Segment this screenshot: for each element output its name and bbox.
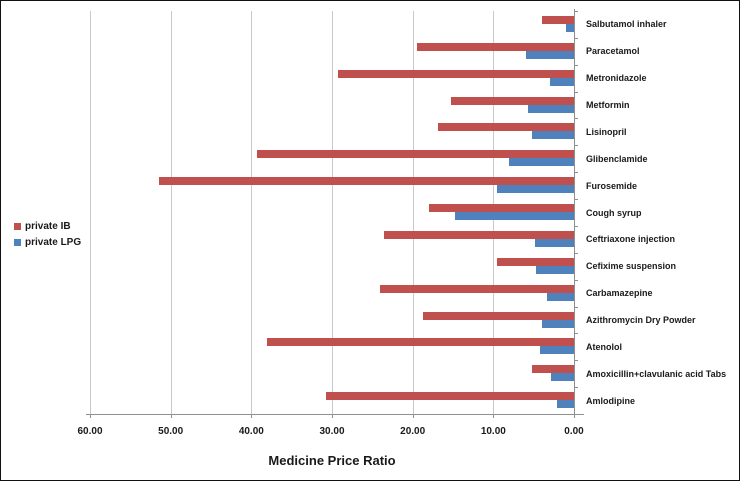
category-label: Salbutamol inhaler bbox=[586, 19, 667, 30]
x-axis-tick-label: 60.00 bbox=[77, 426, 103, 437]
bar-private-ib bbox=[541, 16, 574, 24]
category-label: Cough syrup bbox=[586, 207, 642, 218]
x-axis-title: Medicine Price Ratio bbox=[268, 453, 396, 468]
bar-private-ib bbox=[267, 338, 574, 347]
bar-private-lpg bbox=[565, 24, 574, 32]
bar-private-lpg bbox=[557, 400, 574, 409]
x-axis-tick-label: 0.00 bbox=[564, 426, 584, 437]
x-axis-tick bbox=[412, 414, 414, 418]
x-axis-tick bbox=[170, 414, 172, 418]
category-label: Ceftriaxone injection bbox=[586, 234, 676, 245]
category-axis-tick bbox=[574, 252, 578, 254]
category-label: Atenolol bbox=[586, 341, 622, 352]
bar-private-lpg bbox=[535, 238, 574, 247]
x-axis-tick-label: 10.00 bbox=[480, 426, 506, 437]
bar-private-ib bbox=[337, 69, 574, 78]
bar-private-ib bbox=[256, 150, 574, 159]
category-label: Lisinopril bbox=[586, 126, 627, 137]
category-axis-tick bbox=[574, 64, 578, 66]
bar-private-lpg bbox=[541, 319, 574, 328]
x-axis-tick bbox=[574, 414, 575, 418]
bar-private-lpg bbox=[528, 104, 574, 113]
bar-private-ib bbox=[158, 177, 574, 186]
bar-private-ib bbox=[532, 365, 574, 374]
x-axis-tick bbox=[493, 414, 495, 418]
category-axis-tick bbox=[574, 199, 578, 201]
x-axis-tick bbox=[90, 414, 91, 418]
bar-private-lpg bbox=[549, 77, 574, 86]
x-axis-tick-label: 20.00 bbox=[400, 426, 426, 437]
category-label: Glibenclamide bbox=[586, 153, 648, 164]
category-label: Azithromycin Dry Powder bbox=[586, 314, 696, 325]
x-axis-tick bbox=[251, 414, 253, 418]
x-axis-line bbox=[86, 414, 584, 415]
category-axis-tick bbox=[574, 333, 578, 335]
category-label: Furosemide bbox=[586, 180, 638, 191]
private-lpg-swatch-icon bbox=[14, 239, 21, 246]
category-label: Carbamazepine bbox=[586, 288, 653, 299]
category-axis-tick bbox=[574, 172, 578, 174]
category-axis-line bbox=[574, 9, 575, 414]
gridline-60 bbox=[90, 11, 91, 414]
bar-private-lpg bbox=[525, 50, 574, 59]
gridline-40 bbox=[251, 11, 253, 414]
bar-private-ib bbox=[416, 42, 574, 51]
category-label: Metronidazole bbox=[586, 73, 647, 84]
category-label: Amoxicillin+clavulanic acid Tabs bbox=[586, 368, 727, 379]
category-axis-tick bbox=[574, 360, 578, 362]
legend-item-private-lpg: private LPG bbox=[14, 237, 81, 248]
bar-private-lpg bbox=[454, 212, 574, 221]
bar-private-lpg bbox=[536, 265, 574, 274]
category-label: Metformin bbox=[586, 100, 630, 111]
bar-private-lpg bbox=[497, 185, 574, 194]
category-label: Paracetamol bbox=[586, 46, 640, 57]
bar-private-ib bbox=[428, 204, 574, 213]
bar-private-ib bbox=[383, 230, 574, 239]
bar-private-ib bbox=[380, 284, 574, 293]
bar-private-lpg bbox=[551, 373, 574, 382]
legend: private IB private LPG bbox=[14, 221, 81, 253]
legend-label-private-ib: private IB bbox=[25, 221, 71, 232]
gridline-50 bbox=[170, 11, 172, 414]
category-label: Amlodipine bbox=[586, 395, 635, 406]
category-axis-tick bbox=[574, 387, 578, 389]
category-axis-tick bbox=[574, 414, 578, 415]
category-axis-tick bbox=[574, 145, 578, 147]
bar-private-ib bbox=[423, 311, 574, 320]
gridline-20 bbox=[412, 11, 414, 414]
x-axis-tick-label: 50.00 bbox=[158, 426, 184, 437]
x-axis-tick-label: 30.00 bbox=[319, 426, 345, 437]
legend-label-private-lpg: private LPG bbox=[25, 237, 82, 248]
x-axis-tick bbox=[332, 414, 333, 418]
category-axis-tick bbox=[574, 225, 578, 227]
legend-item-private-ib: private IB bbox=[14, 221, 81, 232]
x-axis-tick-label: 40.00 bbox=[238, 426, 264, 437]
bar-private-ib bbox=[451, 96, 574, 105]
category-label: Cefixime suspension bbox=[586, 261, 677, 272]
bar-private-lpg bbox=[547, 292, 574, 301]
bar-private-ib bbox=[325, 392, 574, 401]
bar-private-ib bbox=[497, 257, 574, 266]
bar-private-ib bbox=[438, 123, 574, 132]
gridline-30 bbox=[332, 11, 333, 414]
bar-private-lpg bbox=[540, 346, 574, 355]
category-axis-tick bbox=[574, 118, 578, 120]
bar-private-lpg bbox=[532, 131, 574, 140]
category-axis-tick bbox=[574, 11, 578, 12]
private-ib-swatch-icon bbox=[14, 223, 21, 230]
category-axis-tick bbox=[574, 91, 578, 93]
category-axis-tick bbox=[574, 306, 578, 308]
bar-private-lpg bbox=[509, 158, 574, 167]
category-axis-tick bbox=[574, 37, 578, 39]
category-axis-tick bbox=[574, 279, 578, 281]
